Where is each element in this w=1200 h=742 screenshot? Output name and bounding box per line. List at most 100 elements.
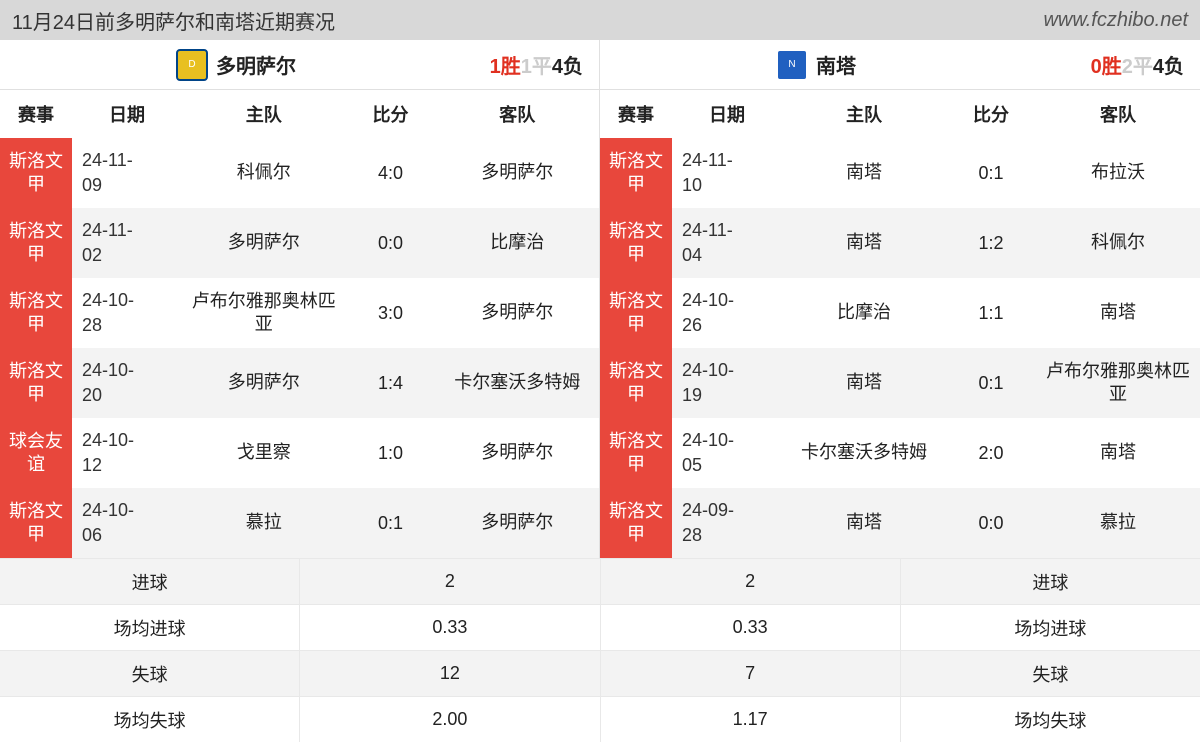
value-avgconceded-right: 1.17: [601, 697, 901, 742]
cell-date: 24-11-09: [72, 138, 182, 208]
cell-away: 多明萨尔: [436, 278, 600, 348]
th-league: 赛事: [600, 101, 672, 127]
cell-away: 布拉沃: [1036, 138, 1200, 208]
cell-away: 卢布尔雅那奥林匹亚: [1036, 348, 1200, 418]
main-tables: 赛事 日期 主队 比分 客队 斯洛文甲24-11-09科佩尔4:0多明萨尔斯洛文…: [0, 90, 1200, 558]
cell-home: 比摩治: [782, 278, 946, 348]
value-goals-right: 2: [601, 559, 901, 604]
summary-avg-conceded: 场均失球 2.00 1.17 场均失球: [0, 696, 1200, 742]
cell-home: 戈里察: [182, 418, 346, 488]
cell-league: 斯洛文甲: [600, 348, 672, 418]
table-row: 斯洛文甲24-10-26比摩治1:1南塔: [600, 278, 1200, 348]
table-row: 斯洛文甲24-11-02多明萨尔0:0比摩治: [0, 208, 599, 278]
value-conceded-left: 12: [300, 651, 600, 696]
right-thead: 赛事 日期 主队 比分 客队: [600, 90, 1200, 138]
cell-away: 比摩治: [436, 208, 600, 278]
cell-score: 0:0: [346, 208, 436, 278]
page-title: 11月24日前多明萨尔和南塔近期赛况: [12, 6, 335, 35]
value-avggoals-left: 0.33: [300, 605, 600, 650]
table-row: 斯洛文甲24-10-20多明萨尔1:4卡尔塞沃多特姆: [0, 348, 599, 418]
cell-away: 慕拉: [1036, 488, 1200, 558]
site-url: www.fczhibo.net: [1043, 9, 1188, 32]
cell-away: 科佩尔: [1036, 208, 1200, 278]
right-team-header: N 南塔 0胜2平4负: [600, 40, 1200, 89]
cell-score: 0:1: [346, 488, 436, 558]
cell-date: 24-11-02: [72, 208, 182, 278]
summary-conceded: 失球 12 7 失球: [0, 650, 1200, 696]
left-team-name: 多明萨尔: [216, 50, 296, 79]
label-goals-right: 进球: [901, 559, 1200, 604]
cell-date: 24-10-19: [672, 348, 782, 418]
cell-home: 卢布尔雅那奥林匹亚: [182, 278, 346, 348]
cell-league: 斯洛文甲: [600, 418, 672, 488]
cell-date: 24-10-12: [72, 418, 182, 488]
th-home: 主队: [182, 101, 346, 127]
table-row: 斯洛文甲24-09-28南塔0:0慕拉: [600, 488, 1200, 558]
cell-home: 南塔: [782, 138, 946, 208]
th-date: 日期: [672, 101, 782, 127]
label-avgconceded-right: 场均失球: [901, 697, 1200, 742]
right-table: 赛事 日期 主队 比分 客队 斯洛文甲24-11-10南塔0:1布拉沃斯洛文甲2…: [600, 90, 1200, 558]
cell-home: 南塔: [782, 348, 946, 418]
table-row: 斯洛文甲24-11-09科佩尔4:0多明萨尔: [0, 138, 599, 208]
cell-score: 1:4: [346, 348, 436, 418]
header-bar: 11月24日前多明萨尔和南塔近期赛况 www.fczhibo.net: [0, 0, 1200, 40]
cell-league: 斯洛文甲: [0, 208, 72, 278]
right-team-logo-icon: N: [776, 49, 808, 81]
cell-away: 南塔: [1036, 418, 1200, 488]
left-thead: 赛事 日期 主队 比分 客队: [0, 90, 599, 138]
table-row: 斯洛文甲24-10-06慕拉0:1多明萨尔: [0, 488, 599, 558]
left-table: 赛事 日期 主队 比分 客队 斯洛文甲24-11-09科佩尔4:0多明萨尔斯洛文…: [0, 90, 600, 558]
table-row: 斯洛文甲24-10-05卡尔塞沃多特姆2:0南塔: [600, 418, 1200, 488]
cell-date: 24-10-28: [72, 278, 182, 348]
cell-away: 多明萨尔: [436, 488, 600, 558]
value-conceded-right: 7: [601, 651, 901, 696]
cell-league: 斯洛文甲: [600, 278, 672, 348]
left-team-header: D 多明萨尔 1胜1平4负: [0, 40, 600, 89]
cell-score: 1:1: [946, 278, 1036, 348]
cell-date: 24-10-20: [72, 348, 182, 418]
cell-home: 南塔: [782, 208, 946, 278]
cell-home: 多明萨尔: [182, 208, 346, 278]
table-row: 斯洛文甲24-11-04南塔1:2科佩尔: [600, 208, 1200, 278]
label-avgconceded-left: 场均失球: [0, 697, 300, 742]
th-away: 客队: [436, 101, 600, 127]
value-avgconceded-left: 2.00: [300, 697, 600, 742]
th-score: 比分: [946, 101, 1036, 127]
value-goals-left: 2: [300, 559, 600, 604]
cell-away: 南塔: [1036, 278, 1200, 348]
value-avggoals-right: 0.33: [601, 605, 901, 650]
cell-score: 0:0: [946, 488, 1036, 558]
label-conceded-left: 失球: [0, 651, 300, 696]
table-row: 斯洛文甲24-10-19南塔0:1卢布尔雅那奥林匹亚: [600, 348, 1200, 418]
th-league: 赛事: [0, 101, 72, 127]
cell-away: 卡尔塞沃多特姆: [436, 348, 600, 418]
cell-score: 4:0: [346, 138, 436, 208]
th-away: 客队: [1036, 101, 1200, 127]
cell-score: 2:0: [946, 418, 1036, 488]
th-date: 日期: [72, 101, 182, 127]
right-team-name: 南塔: [816, 50, 856, 79]
right-team-record: 0胜2平4负: [1091, 50, 1184, 79]
left-team-record: 1胜1平4负: [490, 50, 583, 79]
label-conceded-right: 失球: [901, 651, 1200, 696]
cell-date: 24-11-04: [672, 208, 782, 278]
cell-score: 1:2: [946, 208, 1036, 278]
cell-date: 24-11-10: [672, 138, 782, 208]
cell-home: 科佩尔: [182, 138, 346, 208]
table-row: 球会友谊24-10-12戈里察1:0多明萨尔: [0, 418, 599, 488]
label-avggoals-right: 场均进球: [901, 605, 1200, 650]
summary-block: 进球 2 2 进球 场均进球 0.33 0.33 场均进球 失球 12 7 失球…: [0, 558, 1200, 742]
cell-score: 0:1: [946, 138, 1036, 208]
table-row: 斯洛文甲24-10-28卢布尔雅那奥林匹亚3:0多明萨尔: [0, 278, 599, 348]
cell-league: 球会友谊: [0, 418, 72, 488]
cell-home: 慕拉: [182, 488, 346, 558]
cell-score: 0:1: [946, 348, 1036, 418]
cell-league: 斯洛文甲: [0, 278, 72, 348]
cell-score: 1:0: [346, 418, 436, 488]
label-avggoals-left: 场均进球: [0, 605, 300, 650]
cell-away: 多明萨尔: [436, 418, 600, 488]
cell-league: 斯洛文甲: [600, 208, 672, 278]
cell-date: 24-10-06: [72, 488, 182, 558]
cell-league: 斯洛文甲: [0, 488, 72, 558]
